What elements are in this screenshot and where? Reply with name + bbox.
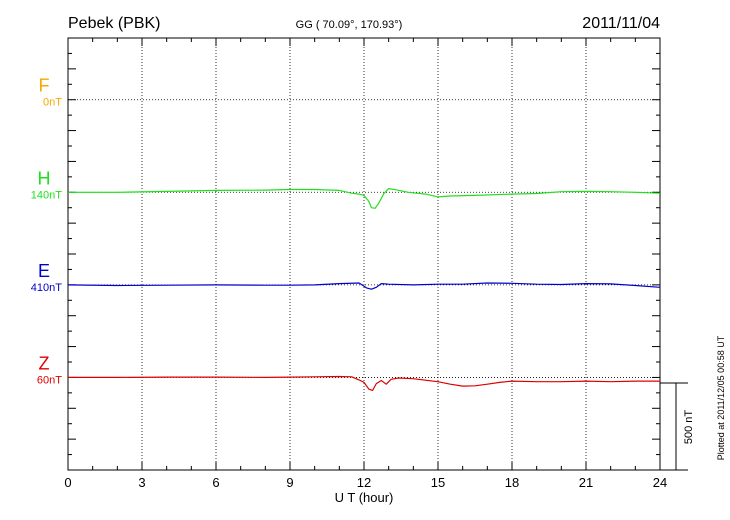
x-tick-label-15: 15 [431,475,445,490]
series-line-E [67,282,661,290]
x-tick-label-6: 6 [212,475,219,490]
x-tick-label-3: 3 [138,475,145,490]
x-tick-label-18: 18 [505,475,519,490]
series-group [67,188,661,391]
series-baseline-label-F: 0nT [43,97,62,109]
x-tick-label-12: 12 [357,475,371,490]
plot-date: 2011/11/04 [582,15,660,32]
station-coords: GG ( 70.09°, 170.93°) [296,19,403,31]
series-name-H: H [38,168,51,188]
axis-ticks: 0 3 6 9 12 15 18 21 24 [64,37,667,490]
scale-bar-label: 500 nT [683,410,695,445]
x-axis-label: U T (hour) [335,490,394,505]
series-name-E: E [38,261,50,281]
series-baseline-label-H: 140nT [31,189,62,201]
series-line-H [68,188,661,209]
series-baseline-label-E: 410nT [31,282,62,294]
x-tick-label-24: 24 [653,475,667,490]
plotted-timestamp: Plotted at 2011/12/05 00:58 UT [716,335,726,460]
grid [68,38,660,470]
x-tick-label-0: 0 [64,475,71,490]
station-title: Pebek (PBK) [68,15,160,32]
series-line-Z [68,375,660,391]
scale-bar: 500 nT [660,382,695,471]
series-baseline-label-Z: 60nT [37,374,62,386]
series-name-Z: Z [39,353,50,373]
x-tick-label-21: 21 [579,475,593,490]
series-name-F: F [39,76,50,96]
x-tick-label-9: 9 [286,475,293,490]
